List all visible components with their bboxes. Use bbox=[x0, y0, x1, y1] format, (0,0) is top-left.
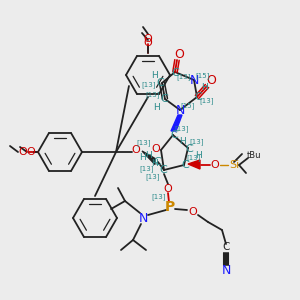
Text: C: C bbox=[160, 94, 168, 104]
Text: C: C bbox=[185, 144, 193, 154]
Text: O: O bbox=[211, 160, 219, 170]
Text: O: O bbox=[27, 147, 35, 157]
Text: H: H bbox=[145, 152, 152, 160]
Text: H: H bbox=[195, 151, 201, 160]
Text: [13]: [13] bbox=[137, 140, 151, 146]
Text: [13]: [13] bbox=[152, 194, 166, 200]
Text: H: H bbox=[154, 103, 160, 112]
Text: [13]: [13] bbox=[175, 126, 189, 132]
Text: [13]: [13] bbox=[146, 92, 160, 98]
Text: C: C bbox=[153, 157, 161, 167]
Text: C: C bbox=[170, 130, 178, 140]
Text: C: C bbox=[222, 242, 230, 252]
Text: N: N bbox=[221, 263, 231, 277]
Text: O: O bbox=[19, 147, 27, 157]
Text: N: N bbox=[189, 74, 199, 86]
Text: O: O bbox=[189, 207, 197, 217]
Text: H: H bbox=[140, 154, 146, 163]
Text: tBu: tBu bbox=[247, 151, 261, 160]
Text: [13]: [13] bbox=[190, 139, 204, 145]
Text: Si: Si bbox=[229, 160, 239, 170]
Polygon shape bbox=[142, 151, 155, 164]
Text: [15]: [15] bbox=[196, 73, 210, 80]
Text: [13]: [13] bbox=[200, 98, 214, 104]
Text: O: O bbox=[174, 47, 184, 61]
Text: P: P bbox=[165, 200, 175, 214]
Text: [13]: [13] bbox=[142, 82, 156, 88]
Text: [13]: [13] bbox=[177, 74, 191, 80]
Text: [15]: [15] bbox=[181, 103, 195, 110]
Text: H: H bbox=[151, 70, 158, 80]
Polygon shape bbox=[188, 160, 200, 169]
Text: N: N bbox=[175, 103, 185, 116]
Text: O: O bbox=[132, 145, 140, 155]
Text: H: H bbox=[178, 136, 185, 146]
Text: [13]: [13] bbox=[140, 166, 154, 172]
Text: H: H bbox=[201, 83, 207, 92]
Text: O: O bbox=[152, 144, 160, 154]
Text: [13]: [13] bbox=[187, 154, 201, 161]
Text: O: O bbox=[144, 38, 152, 48]
Text: O: O bbox=[206, 74, 216, 88]
Text: C: C bbox=[194, 92, 202, 102]
Text: C: C bbox=[156, 78, 164, 88]
Text: C: C bbox=[171, 68, 179, 78]
Polygon shape bbox=[171, 115, 182, 131]
Text: O: O bbox=[144, 34, 152, 44]
Text: O: O bbox=[164, 184, 172, 194]
Text: C: C bbox=[159, 165, 167, 175]
Text: H: H bbox=[152, 160, 158, 169]
Text: C: C bbox=[181, 160, 189, 170]
Text: [13]: [13] bbox=[146, 174, 160, 180]
Text: N: N bbox=[138, 212, 148, 224]
